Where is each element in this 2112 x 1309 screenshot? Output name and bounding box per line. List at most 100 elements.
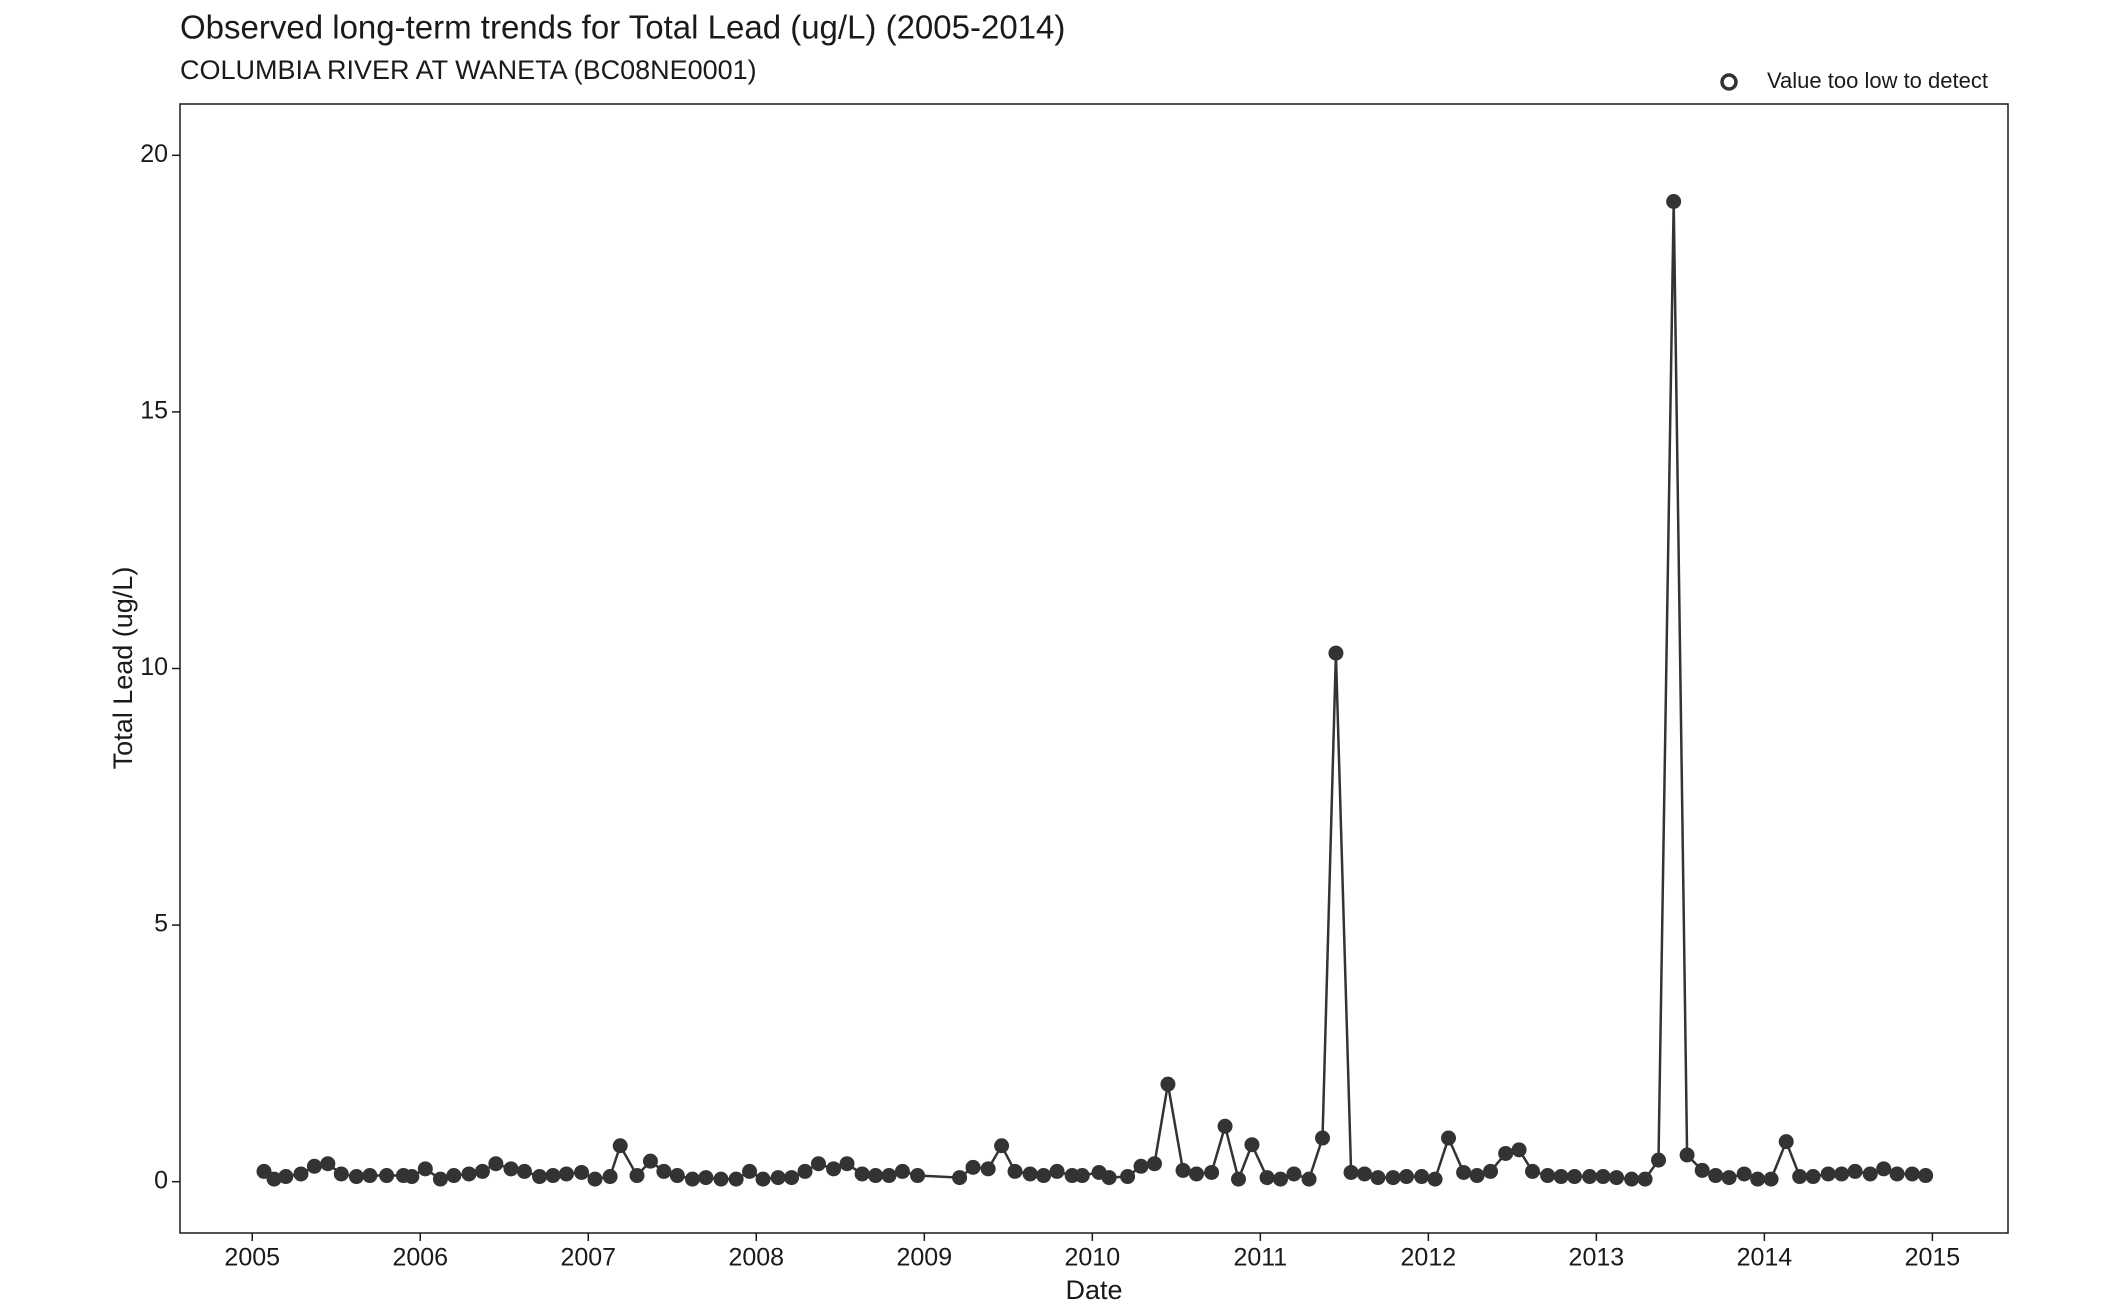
data-point [558,1166,574,1182]
x-tick-label: 2011 [1233,1244,1287,1272]
data-point [1595,1169,1611,1185]
data-point [1357,1166,1373,1182]
data-point [894,1163,910,1179]
data-point [293,1166,309,1182]
data-point [1427,1171,1443,1187]
data-point [854,1166,870,1182]
data-point [1101,1170,1117,1186]
data-point [1805,1169,1821,1185]
data-point [1694,1162,1710,1178]
data-point [1328,645,1344,661]
data-point [1120,1169,1136,1185]
chart-subtitle: COLUMBIA RIVER AT WANETA (BC08NE0001) [180,55,757,85]
data-point [1763,1171,1779,1187]
data-point [362,1168,378,1184]
data-point [629,1168,645,1184]
x-tick-label: 2010 [1065,1244,1121,1272]
data-point [784,1170,800,1186]
data-point [1286,1166,1302,1182]
data-point [656,1163,672,1179]
data-point [1074,1168,1090,1184]
data-point [810,1156,826,1172]
data-point [910,1168,926,1184]
data-point [1820,1166,1836,1182]
data-point [320,1156,336,1172]
data-point [474,1163,490,1179]
data-point [742,1163,758,1179]
y-tick-label: 10 [140,653,168,681]
data-point [1889,1166,1905,1182]
data-point [1469,1168,1485,1184]
data-point [612,1138,628,1154]
data-point [432,1171,448,1187]
data-point [333,1166,349,1182]
data-point [1525,1163,1541,1179]
data-point [1834,1166,1850,1182]
y-axis-label: Total Lead (ug/L) [108,567,138,770]
data-point [1441,1130,1457,1146]
data-point [755,1171,771,1187]
data-point [1582,1169,1598,1185]
data-point [1230,1171,1246,1187]
data-point [1567,1169,1583,1185]
data-point [1904,1166,1920,1182]
data-point [642,1153,658,1169]
data-point [1315,1130,1330,1146]
data-point [1217,1118,1233,1134]
data-point [952,1170,968,1186]
y-tick-label: 15 [140,397,168,425]
y-tick-label: 20 [140,140,168,168]
x-tick-label: 2008 [728,1244,784,1272]
data-point [1736,1166,1752,1182]
data-point [1778,1134,1794,1150]
data-point [1022,1166,1038,1182]
data-point [1244,1137,1260,1153]
data-point [503,1161,519,1177]
data-point [1847,1163,1863,1179]
data-point [1498,1145,1514,1161]
data-point [1036,1168,1052,1184]
data-point [1708,1168,1724,1184]
x-tick-label: 2012 [1401,1244,1457,1272]
data-point [728,1171,744,1187]
data-point [488,1156,504,1172]
data-point [698,1170,714,1186]
data-point [446,1168,462,1184]
data-point [1651,1152,1667,1168]
data-point [713,1171,729,1187]
data-line [263,201,1926,1184]
data-point [1609,1170,1625,1186]
data-point [461,1166,477,1182]
data-point [1343,1164,1359,1180]
data-point [306,1158,322,1174]
x-tick-label: 2015 [1905,1244,1961,1272]
data-point [602,1169,618,1185]
data-point [1175,1162,1191,1178]
data-point [1666,194,1682,210]
data-point [1414,1169,1430,1185]
data-point [1399,1169,1415,1185]
data-point [1483,1163,1499,1179]
legend-label: Value too low to detect [1767,68,1988,93]
x-tick-label: 2014 [1737,1244,1793,1272]
data-point [266,1171,282,1187]
y-tick-label: 0 [154,1166,168,1194]
data-point [1301,1171,1317,1187]
data-point [684,1171,700,1187]
data-point [278,1169,294,1185]
data-point [545,1168,561,1184]
data-point [965,1159,981,1175]
data-point [1146,1156,1162,1172]
data-point [868,1168,884,1184]
data-point [1160,1076,1176,1092]
data-point [348,1169,364,1185]
plot-frame [179,103,2009,1234]
data-point [1272,1171,1288,1187]
data-point [1721,1170,1737,1186]
data-point [404,1169,420,1185]
data-point [1049,1163,1065,1179]
data-point [1204,1164,1220,1180]
data-point [797,1163,813,1179]
data-point [770,1170,786,1186]
